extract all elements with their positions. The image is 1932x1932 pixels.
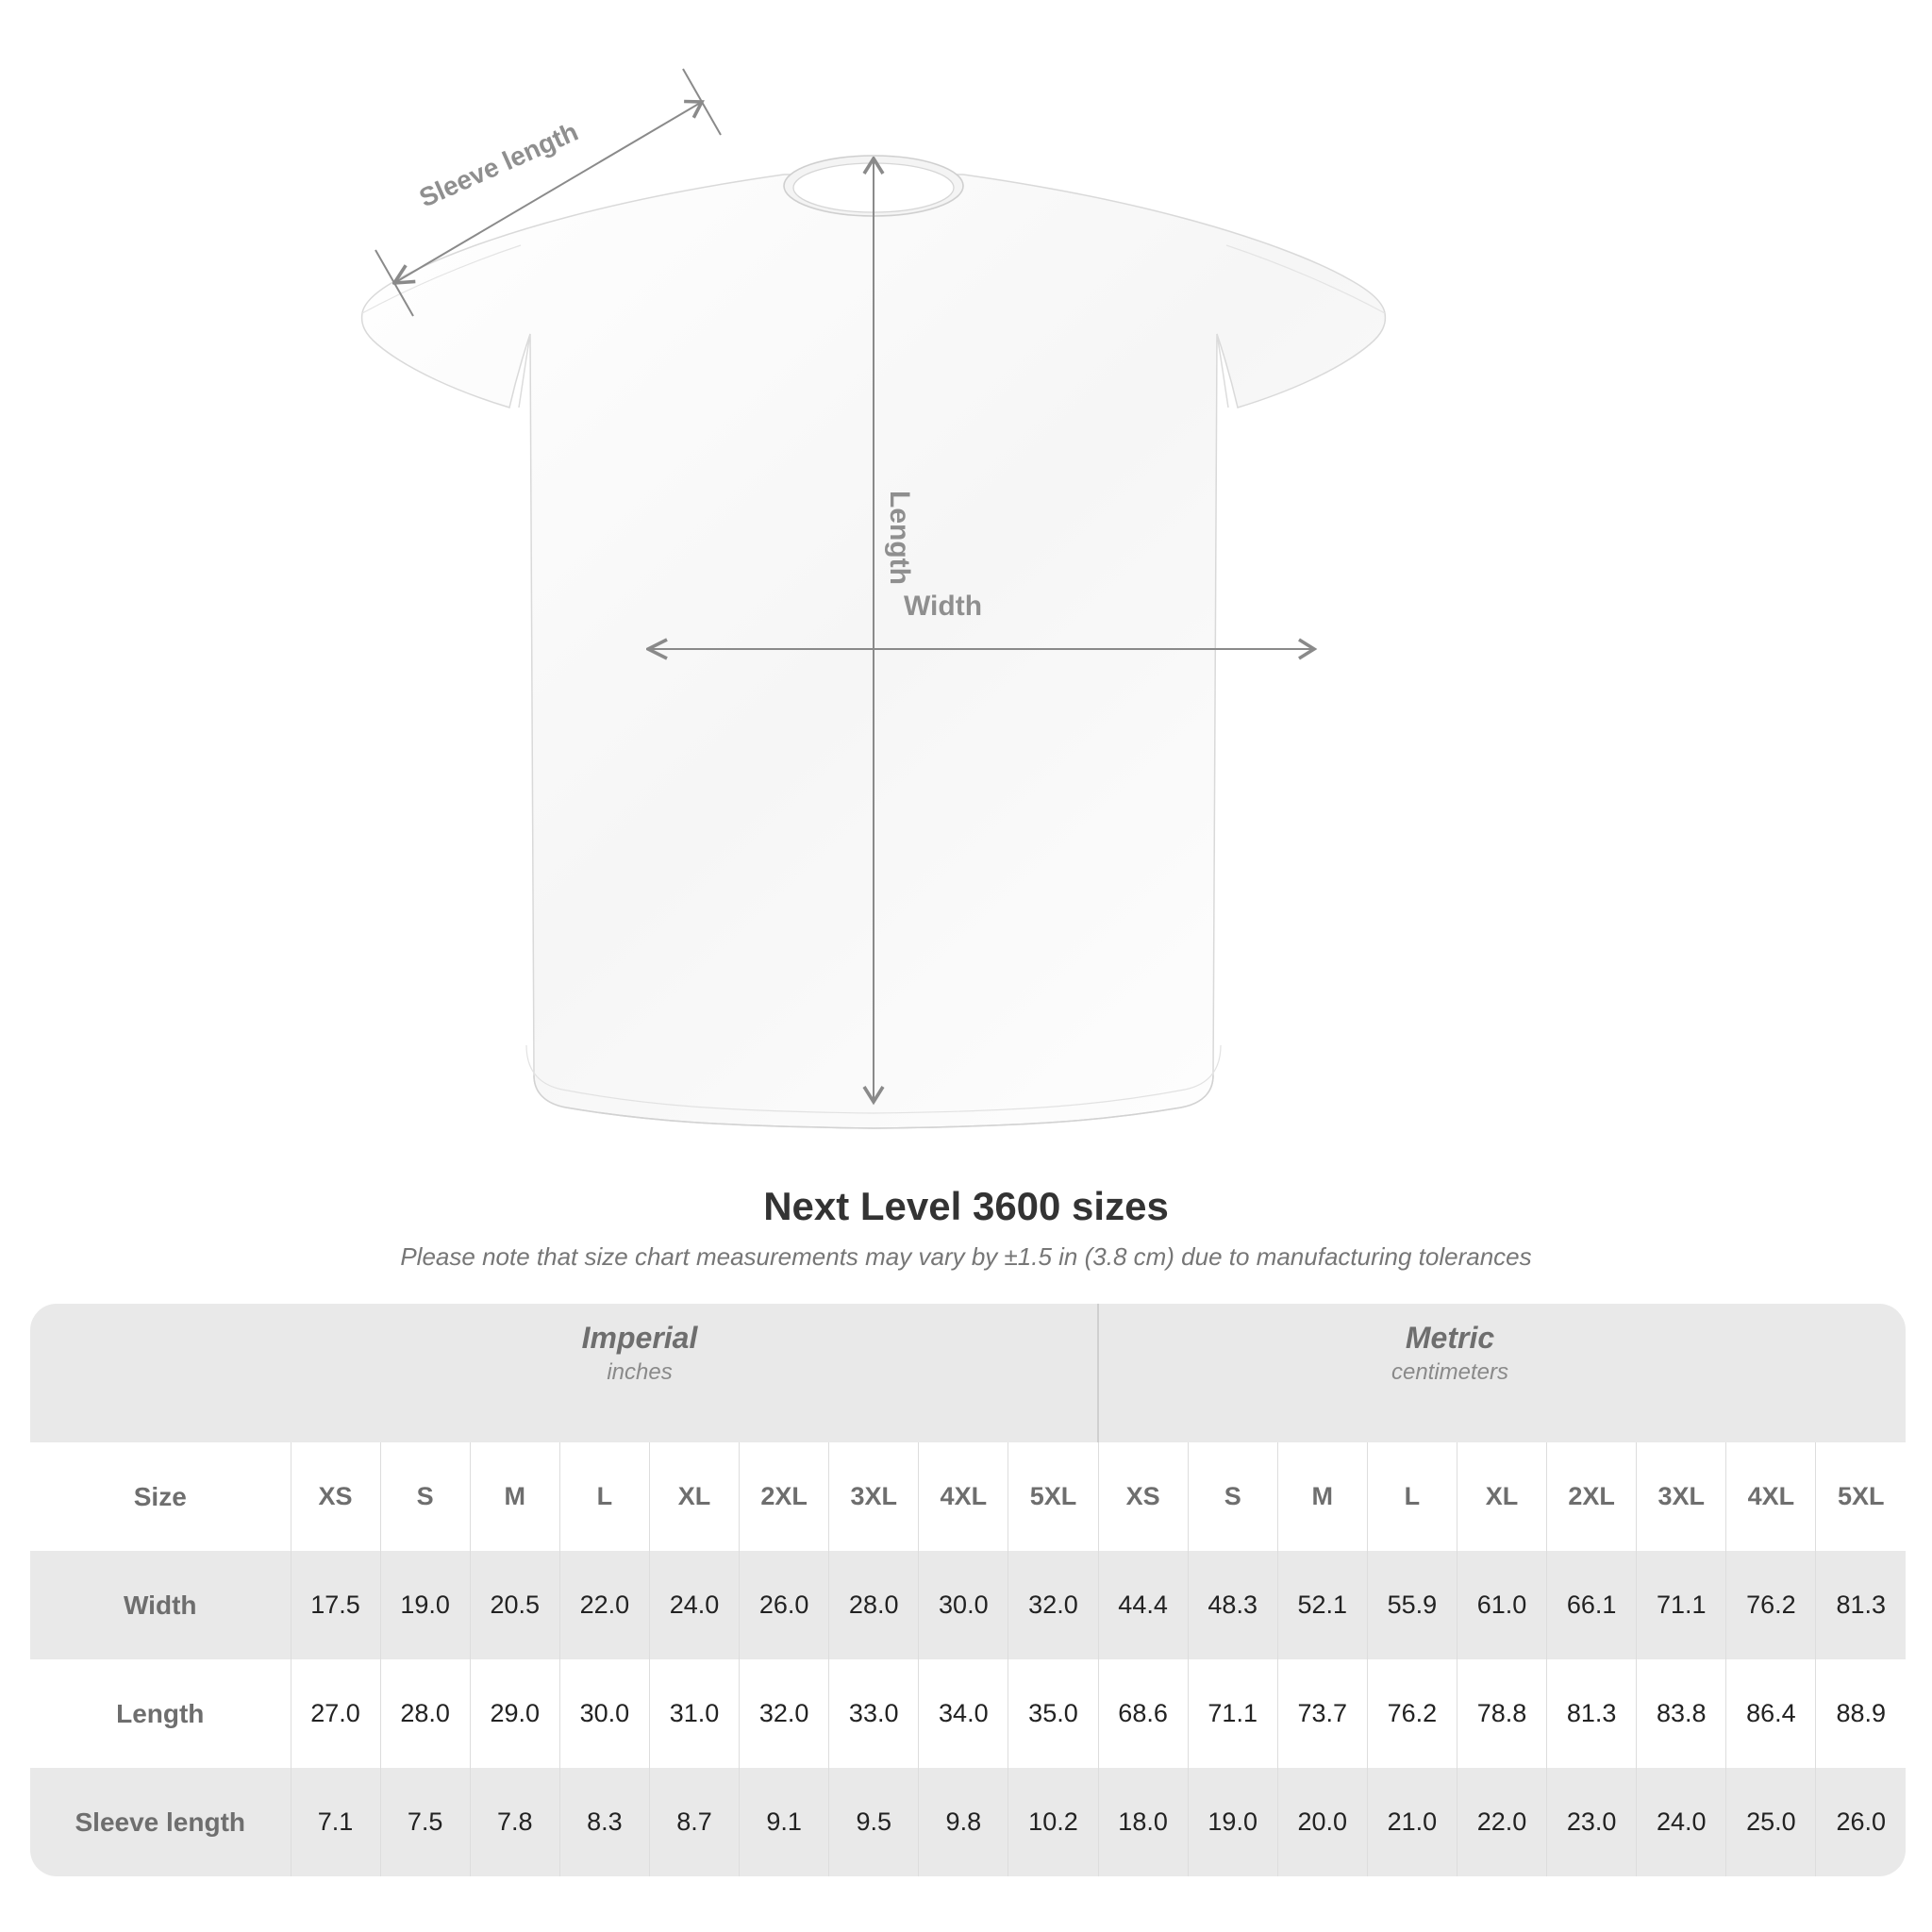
svg-text:Length: Length — [884, 491, 915, 585]
svg-text:Width: Width — [904, 591, 982, 622]
svg-text:Sleeve length: Sleeve length — [415, 117, 583, 213]
